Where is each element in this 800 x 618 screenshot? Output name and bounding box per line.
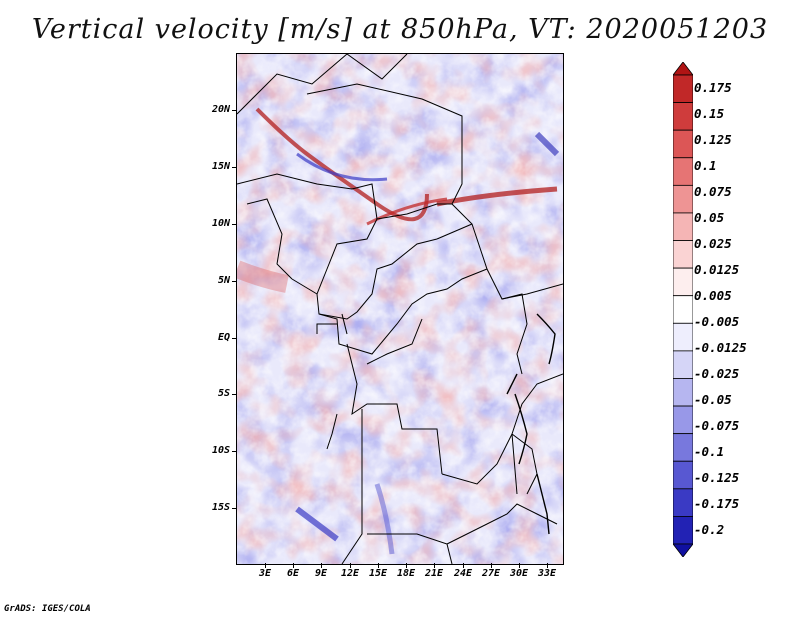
- colorbar-label-0.125: 0.125: [694, 132, 732, 147]
- lon-tick: [406, 563, 407, 568]
- colorbar-swatch: [673, 405, 693, 435]
- colorbar-label-neg-0.125: -0.125: [694, 470, 740, 485]
- lat-label-15s: 15S: [211, 502, 230, 513]
- colorbar-swatch: [673, 295, 693, 324]
- colorbar-swatch: [673, 516, 693, 545]
- lon-label-18e: 18E: [396, 568, 416, 579]
- colorbar-top-arrow: [673, 62, 693, 76]
- colorbar-swatch: [673, 267, 693, 297]
- lat-label-5n: 5N: [217, 275, 230, 286]
- colorbar-swatch: [673, 212, 693, 241]
- colorbar-swatch: [673, 433, 693, 462]
- lat-label-10s: 10S: [211, 445, 230, 456]
- lon-label-24e: 24E: [453, 568, 473, 579]
- lon-tick: [491, 563, 492, 568]
- lon-label-33e: 33E: [537, 568, 557, 579]
- lat-label-15n: 15N: [211, 161, 230, 172]
- lat-label-10n: 10N: [211, 218, 230, 229]
- colorbar-swatch: [673, 488, 693, 517]
- colorbar-label-0.15: 0.15: [694, 106, 725, 121]
- lon-label-27e: 27E: [481, 568, 501, 579]
- lon-tick: [519, 563, 520, 568]
- lon-tick: [321, 563, 322, 568]
- colorbar-bottom-arrow: [673, 543, 693, 557]
- colorbar-label-0.0125: 0.0125: [694, 262, 740, 277]
- lon-tick: [434, 563, 435, 568]
- colorbar-label-0.1: 0.1: [694, 158, 717, 173]
- colorbar: [673, 62, 693, 557]
- colorbar-swatch: [673, 129, 693, 159]
- colorbar-swatch: [673, 322, 693, 352]
- lon-label-15e: 15E: [368, 568, 388, 579]
- colorbar-swatch: [673, 184, 693, 214]
- lon-label-9e: 9E: [314, 568, 328, 579]
- lon-tick: [463, 563, 464, 568]
- colorbar-swatch: [673, 74, 693, 103]
- colorbar-label-0.05: 0.05: [694, 210, 725, 225]
- colorbar-label-0.005: 0.005: [694, 288, 732, 303]
- colorbar-label-neg-0.025: -0.025: [694, 366, 740, 381]
- lon-label-3e: 3E: [258, 568, 272, 579]
- lat-tick: [232, 508, 237, 509]
- lat-tick: [232, 451, 237, 452]
- lat-tick: [232, 224, 237, 225]
- colorbar-swatch: [673, 378, 693, 407]
- map-title: Vertical velocity [m/s] at 850hPa, VT: 2…: [31, 14, 769, 45]
- lon-tick: [378, 563, 379, 568]
- lat-tick: [232, 281, 237, 282]
- lat-label-eq: EQ: [217, 332, 230, 343]
- lon-label-21e: 21E: [424, 568, 444, 579]
- vertical-velocity-field: [237, 54, 563, 564]
- map-plot-area: [236, 53, 564, 565]
- lat-tick: [232, 167, 237, 168]
- colorbar-label-0.175: 0.175: [694, 80, 732, 95]
- colorbar-swatch: [673, 240, 693, 269]
- colorbar-label-0.025: 0.025: [694, 236, 732, 251]
- colorbar-swatch: [673, 460, 693, 490]
- colorbar-label-neg-0.2: -0.2: [694, 522, 725, 537]
- lon-tick: [293, 563, 294, 568]
- grads-credit: GrADS: IGES/COLA: [4, 604, 91, 614]
- lat-label-20n: 20N: [211, 104, 230, 115]
- lat-tick: [232, 394, 237, 395]
- colorbar-label-neg-0.075: -0.075: [694, 418, 740, 433]
- lon-tick: [350, 563, 351, 568]
- lat-tick: [232, 110, 237, 111]
- lat-label-5s: 5S: [217, 388, 230, 399]
- colorbar-label-neg-0.0125: -0.0125: [694, 340, 747, 355]
- colorbar-label-neg-0.1: -0.1: [694, 444, 725, 459]
- lon-label-30e: 30E: [509, 568, 529, 579]
- lon-tick: [265, 563, 266, 568]
- colorbar-label-neg-0.175: -0.175: [694, 496, 740, 511]
- colorbar-swatch: [673, 157, 693, 186]
- lat-tick: [232, 338, 237, 339]
- colorbar-label-0.075: 0.075: [694, 184, 732, 199]
- colorbar-swatch: [673, 102, 693, 131]
- colorbar-swatch: [673, 350, 693, 379]
- lon-tick: [547, 563, 548, 568]
- lon-label-6e: 6E: [286, 568, 300, 579]
- lon-label-12e: 12E: [340, 568, 360, 579]
- colorbar-label-neg-0.005: -0.005: [694, 314, 740, 329]
- colorbar-label-neg-0.05: -0.05: [694, 392, 732, 407]
